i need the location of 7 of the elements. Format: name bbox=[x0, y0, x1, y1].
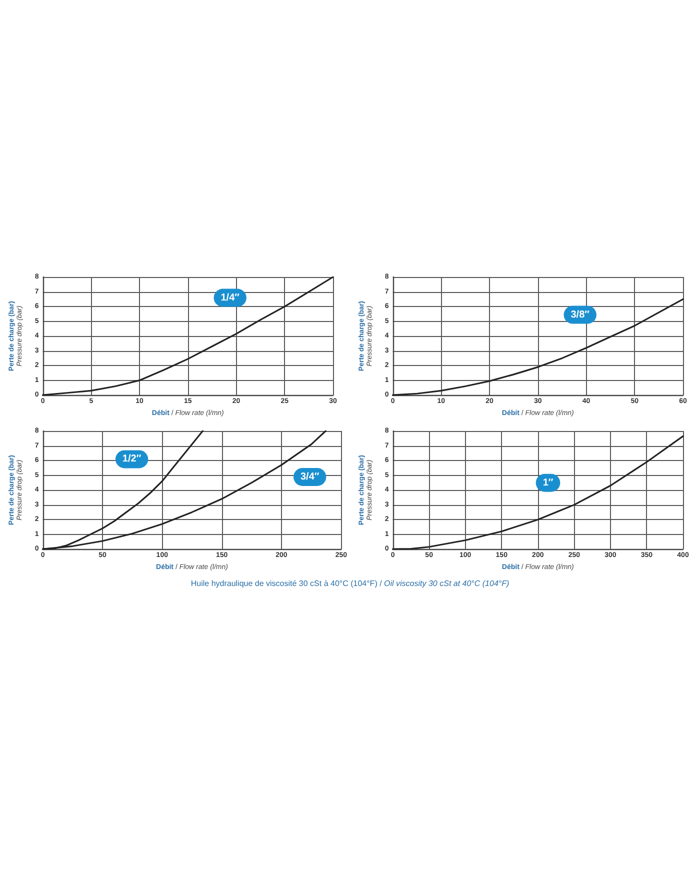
text: 1/2″ bbox=[122, 454, 142, 465]
text: Huile hydraulique de viscosité 30 cSt à 40°C (104°F) / Oil viscosity 30 cSt at 40°C (104°F) bbox=[190, 579, 510, 588]
text: 1″ bbox=[542, 477, 554, 488]
text: 3/8″ bbox=[570, 309, 590, 320]
line-series bbox=[42, 276, 334, 396]
series-label: 3/4″ bbox=[300, 471, 320, 482]
text: 1/4″ bbox=[220, 292, 240, 304]
